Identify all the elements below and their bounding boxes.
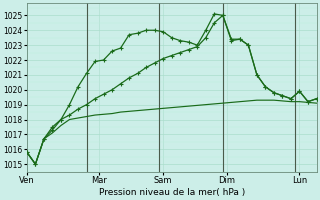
X-axis label: Pression niveau de la mer( hPa ): Pression niveau de la mer( hPa ): [99, 188, 245, 197]
